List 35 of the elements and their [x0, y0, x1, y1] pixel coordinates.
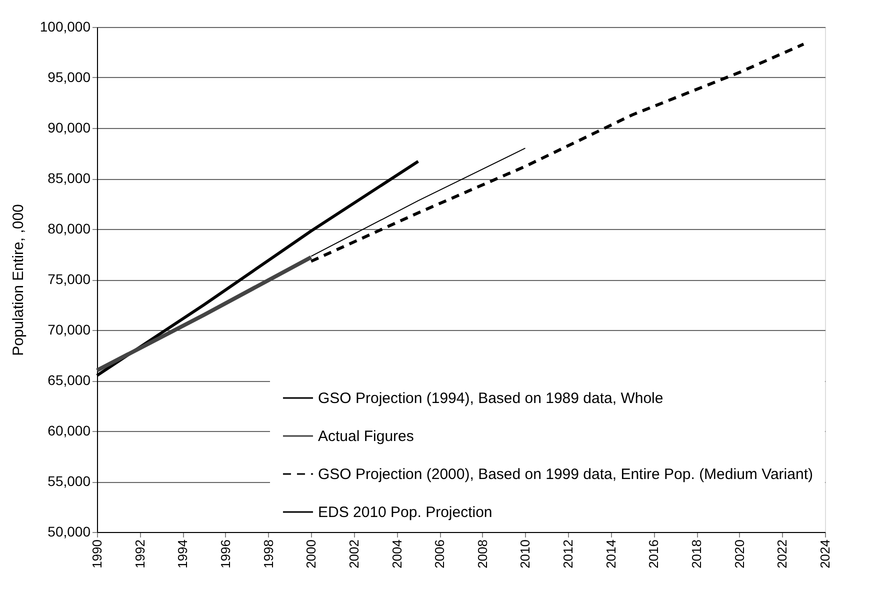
y-tick-label: 60,000 — [48, 422, 91, 438]
x-tick-label: 1990 — [90, 540, 104, 568]
x-tick-label: 2012 — [560, 540, 576, 568]
x-tick-label: 2022 — [774, 540, 790, 568]
x-tick-label: 2016 — [646, 540, 662, 568]
y-axis-title: Population Entire, ,000 — [10, 204, 27, 356]
x-tick-label: 2020 — [732, 540, 747, 568]
y-tick-label: 90,000 — [48, 120, 91, 136]
y-tick-label: 75,000 — [48, 271, 91, 287]
x-tick-label: 1998 — [260, 540, 276, 568]
y-tick-label: 65,000 — [48, 372, 91, 388]
x-tick-label: 1992 — [132, 540, 148, 568]
legend-label: GSO Projection (1994), Based on 1989 data, Whole — [318, 390, 664, 407]
x-tick-label: 1994 — [175, 540, 190, 568]
legend-label: GSO Projection (2000), Based on 1999 data, Entire Pop. (Medium Variant) — [318, 466, 813, 483]
x-tick-label: 2002 — [346, 540, 362, 568]
x-tick-label: 2006 — [432, 540, 448, 568]
x-tick-label: 2008 — [474, 540, 490, 568]
x-tick-label: 2004 — [389, 540, 404, 568]
y-tick-label: 70,000 — [48, 322, 91, 338]
y-tick-label: 85,000 — [48, 170, 91, 186]
x-tick-label: 2014 — [603, 540, 618, 568]
line-series — [310, 42, 806, 263]
x-tick-label: 2024 — [818, 540, 832, 568]
y-tick-label: 55,000 — [48, 473, 91, 489]
legend-label: Actual Figures — [318, 428, 414, 445]
y-tick-label: 50,000 — [48, 524, 91, 540]
x-tick-label: 2018 — [689, 540, 704, 568]
x-tick-label: 2000 — [304, 540, 319, 568]
y-tick-label: 80,000 — [48, 220, 91, 236]
y-tick-label: 95,000 — [48, 69, 91, 85]
legend-label: EDS 2010 Pop. Projection — [318, 504, 492, 521]
x-tick-label: 2010 — [518, 540, 533, 568]
y-tick-label: 100,000 — [40, 18, 91, 34]
x-tick-label: 1996 — [218, 540, 233, 568]
